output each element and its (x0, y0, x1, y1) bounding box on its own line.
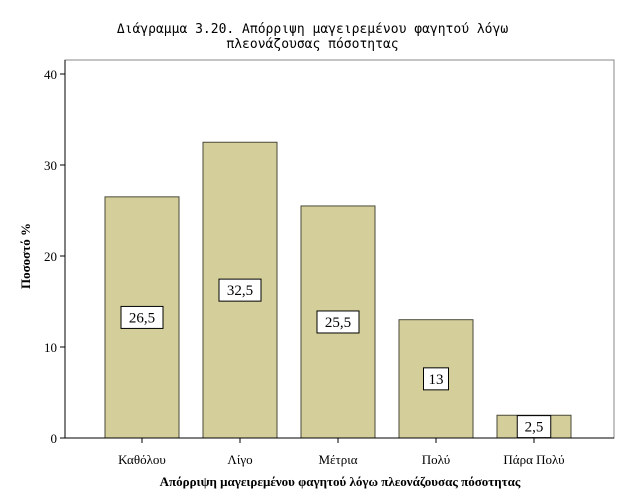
data-labels-layer: 26,5 32,5 25,5 13 2,5 (120, 278, 552, 439)
data-label: 25,5 (316, 310, 360, 334)
data-label-text: 13 (429, 372, 444, 388)
y-axis-title: Ποσοστό % (18, 223, 33, 289)
data-label-box (218, 278, 262, 302)
data-label-box (120, 305, 164, 329)
x-tick-label: Λίγο (227, 452, 252, 467)
y-tick-label: 40 (44, 67, 57, 82)
x-tick-label: Μέτρια (318, 452, 357, 467)
y-tick-label: 20 (44, 249, 57, 264)
data-label: 32,5 (218, 278, 262, 302)
data-label: 2,5 (516, 415, 552, 439)
chart-title-line-2: πλεονάζουσας πόσοτητας (226, 37, 399, 52)
data-label-text: 2,5 (525, 420, 544, 436)
data-label: 26,5 (120, 305, 164, 329)
data-label-text: 32,5 (227, 283, 253, 299)
data-label-box (316, 310, 360, 334)
chart-title-line-1: Διάγραμμα 3.20. Απόρριψη μαγειρεμένου φα… (116, 22, 509, 37)
data-label: 13 (423, 367, 449, 391)
x-axis-title: Απόρριψη μαγειρεμένου φαγητού λόγω πλεον… (160, 474, 521, 489)
y-tick-label: 10 (44, 340, 57, 355)
data-label-text: 25,5 (325, 315, 351, 331)
data-label-box (423, 367, 449, 391)
bars-layer (104, 141, 572, 439)
y-tick-label: 0 (51, 431, 58, 446)
x-tick-label: Πολύ (422, 452, 450, 467)
x-tick-label: Πάρα Πολύ (503, 452, 564, 467)
data-label-text: 26,5 (129, 310, 155, 326)
y-tick-label: 30 (44, 158, 57, 173)
axes-layer: 0 10 20 30 40 Καθόλου Λίγο Μέτρια Πολύ Πάρα Πολύ (44, 60, 614, 467)
x-tick-label: Καθόλου (118, 452, 166, 467)
